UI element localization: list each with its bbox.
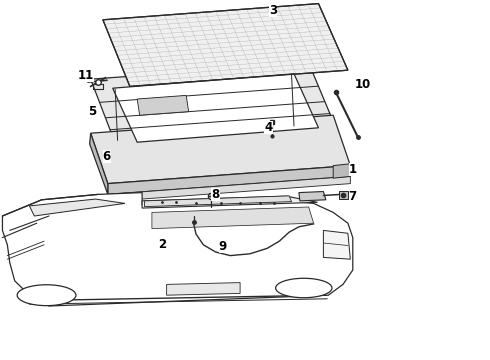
Polygon shape xyxy=(29,199,125,216)
Text: 9: 9 xyxy=(219,240,227,253)
Ellipse shape xyxy=(275,278,332,298)
Polygon shape xyxy=(113,74,318,142)
Polygon shape xyxy=(2,193,353,306)
Text: 10: 10 xyxy=(354,78,371,91)
Polygon shape xyxy=(103,4,348,86)
Text: 7: 7 xyxy=(349,190,357,203)
Polygon shape xyxy=(108,166,350,194)
Polygon shape xyxy=(333,164,350,178)
Text: 8: 8 xyxy=(212,188,220,201)
Text: 11: 11 xyxy=(77,69,94,82)
Text: 5: 5 xyxy=(88,105,96,118)
Polygon shape xyxy=(152,207,314,229)
Polygon shape xyxy=(167,283,240,295)
Text: 1: 1 xyxy=(349,163,357,176)
Polygon shape xyxy=(90,133,108,194)
Polygon shape xyxy=(137,95,189,115)
Polygon shape xyxy=(145,196,292,207)
Polygon shape xyxy=(108,176,350,202)
Ellipse shape xyxy=(17,285,76,306)
Polygon shape xyxy=(91,115,350,184)
Text: 4: 4 xyxy=(265,121,272,134)
Polygon shape xyxy=(142,196,318,208)
Polygon shape xyxy=(339,191,348,199)
Polygon shape xyxy=(323,230,350,259)
Text: 6: 6 xyxy=(103,150,111,163)
Polygon shape xyxy=(299,192,326,201)
Text: 3: 3 xyxy=(270,4,277,17)
Text: 2: 2 xyxy=(158,238,166,251)
Polygon shape xyxy=(91,63,338,149)
